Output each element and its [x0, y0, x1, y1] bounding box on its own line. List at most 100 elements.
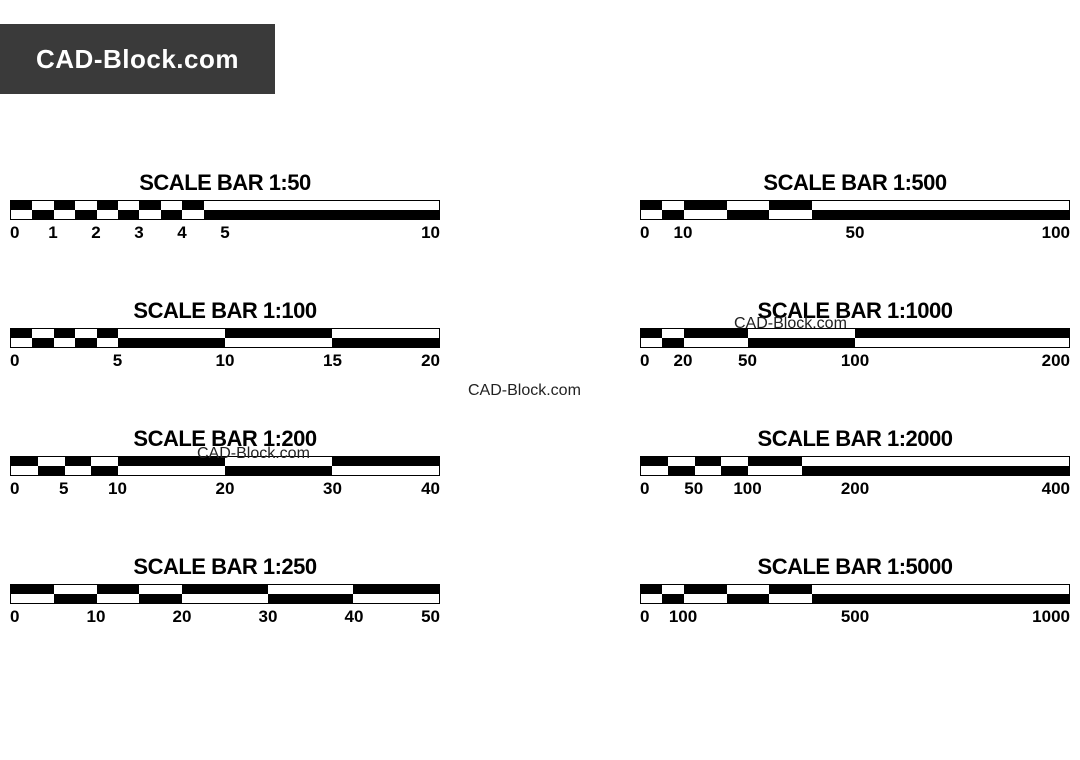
scalebar-segment: [855, 210, 1069, 219]
scalebar-segment: [855, 201, 1069, 210]
scalebar-segment: [11, 329, 32, 338]
logo-text: CAD-Block.com: [36, 44, 239, 75]
scalebar-segment: [225, 201, 439, 210]
scalebar: SCALE BAR 1:50 01234510: [10, 170, 440, 243]
scalebar-segment: [204, 201, 225, 210]
tick-label: 100: [841, 351, 869, 371]
tick-label: 0: [640, 479, 649, 499]
scalebar-segment: [812, 210, 855, 219]
tick-label: 30: [323, 479, 342, 499]
scalebar-bar: [10, 200, 440, 220]
scalebar-segment: [769, 210, 812, 219]
scalebar-segment: [11, 210, 32, 219]
scalebar-segment: [727, 594, 770, 603]
scalebar-segment: [11, 585, 54, 594]
scalebar-segment: [54, 210, 75, 219]
scalebar-row: [641, 585, 1069, 594]
tick-label: 20: [173, 607, 192, 627]
tick-label: 0: [10, 607, 19, 627]
scalebar-bar: [640, 328, 1070, 348]
scalebar-segment: [641, 594, 662, 603]
scalebar-segment: [332, 457, 439, 466]
scalebar-segment: [353, 594, 439, 603]
scalebar-segment: [11, 201, 32, 210]
tick-label: 5: [59, 479, 68, 499]
scalebar-segment: [684, 594, 727, 603]
scalebar-segment: [641, 329, 662, 338]
scalebar-row: [11, 201, 439, 210]
tick-label: 1000: [1032, 607, 1070, 627]
tick-label: 100: [669, 607, 697, 627]
scalebar: SCALE BAR 1:25001020304050: [10, 554, 440, 627]
scalebar-row: [641, 329, 1069, 338]
scalebar-segment: [268, 585, 354, 594]
scalebar-segment: [118, 466, 225, 475]
scalebar-segment: [855, 466, 1069, 475]
scalebar-segment: [353, 585, 439, 594]
scalebar-segment: [225, 329, 332, 338]
scalebar-segment: [139, 201, 160, 210]
scalebar-bar: [640, 584, 1070, 604]
tick-label: 20: [421, 351, 440, 371]
tick-label: 10: [87, 607, 106, 627]
scalebar-row: [641, 457, 1069, 466]
tick-label: 200: [1042, 351, 1070, 371]
scalebar-segment: [684, 201, 727, 210]
scalebar: SCALE BAR 1:50001050100: [640, 170, 1070, 243]
tick-label: 10: [108, 479, 127, 499]
logo-box: CAD-Block.com: [0, 24, 275, 94]
scalebar-segment: [32, 329, 53, 338]
tick-label: 50: [421, 607, 440, 627]
scalebar-segment: [662, 210, 683, 219]
scalebar-segment: [855, 338, 1069, 347]
scalebar-title: SCALE BAR 1:1000: [640, 298, 1070, 324]
scalebar-segment: [97, 594, 140, 603]
scalebar: SCALE BAR 1:500001005001000: [640, 554, 1070, 627]
scalebar-segment: [91, 457, 118, 466]
scalebar-row: [11, 329, 439, 338]
scalebar-row: [11, 210, 439, 219]
scalebar-segment: [11, 338, 32, 347]
scalebar-segment: [38, 457, 65, 466]
tick-label: 20: [216, 479, 235, 499]
scalebar-segment: [662, 201, 683, 210]
scalebar-segment: [118, 329, 225, 338]
scalebar-ticks: 05101520: [10, 351, 440, 371]
scalebar-segment: [641, 201, 662, 210]
scalebar-segment: [32, 338, 53, 347]
scalebar-title: SCALE BAR 1:250: [10, 554, 440, 580]
scalebar-ticks: 01234510: [10, 223, 440, 243]
scalebar-row: [641, 210, 1069, 219]
scalebar-segment: [721, 457, 748, 466]
scalebar-segment: [54, 329, 75, 338]
tick-label: 500: [841, 607, 869, 627]
tick-label: 400: [1042, 479, 1070, 499]
scalebar-title: SCALE BAR 1:500: [640, 170, 1070, 196]
scalebar-segment: [662, 594, 683, 603]
scalebar-segment: [97, 329, 118, 338]
scalebar-segment: [54, 201, 75, 210]
scalebar-segment: [727, 201, 770, 210]
scalebar-row: [641, 201, 1069, 210]
tick-label: 2: [91, 223, 100, 243]
scalebar-segment: [225, 338, 332, 347]
scalebar-title: SCALE BAR 1:100: [10, 298, 440, 324]
scalebar-segment: [225, 466, 332, 475]
scalebar-row: [641, 338, 1069, 347]
scalebar-row: [641, 594, 1069, 603]
tick-label: 0: [10, 223, 19, 243]
watermark-text: CAD-Block.com: [468, 382, 581, 400]
scalebar-row: [11, 585, 439, 594]
tick-label: 10: [674, 223, 693, 243]
watermark-text: CAD-Block.com: [197, 445, 310, 463]
scalebar-segment: [204, 210, 225, 219]
scalebar-segment: [695, 466, 722, 475]
scalebar-segment: [769, 585, 812, 594]
scalebar-segment: [118, 201, 139, 210]
scalebar-segment: [662, 329, 683, 338]
scalebar-segment: [721, 466, 748, 475]
tick-label: 0: [640, 351, 649, 371]
scalebar-ticks: 01050100: [640, 223, 1070, 243]
scalebar-title: SCALE BAR 1:50: [10, 170, 440, 196]
tick-label: 0: [640, 223, 649, 243]
